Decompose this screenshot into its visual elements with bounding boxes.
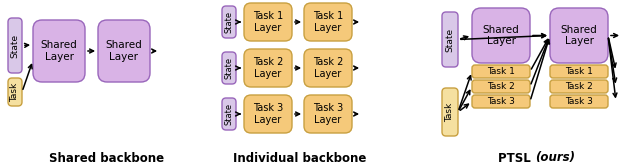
FancyBboxPatch shape: [550, 80, 608, 93]
FancyBboxPatch shape: [550, 8, 608, 63]
FancyBboxPatch shape: [472, 95, 530, 108]
Text: State: State: [225, 57, 234, 79]
Text: Task 1: Task 1: [565, 67, 593, 76]
FancyBboxPatch shape: [33, 20, 85, 82]
FancyBboxPatch shape: [244, 49, 292, 87]
Text: State: State: [225, 103, 234, 125]
FancyBboxPatch shape: [472, 8, 530, 63]
Text: Shared backbone: Shared backbone: [49, 152, 164, 164]
Text: Task 1
Layer: Task 1 Layer: [313, 11, 343, 33]
FancyBboxPatch shape: [550, 95, 608, 108]
FancyBboxPatch shape: [550, 65, 608, 78]
Text: Task 3
Layer: Task 3 Layer: [313, 103, 343, 125]
FancyBboxPatch shape: [244, 95, 292, 133]
Text: Individual backbone: Individual backbone: [234, 152, 367, 164]
Text: State: State: [10, 33, 19, 58]
Text: (ours): (ours): [535, 152, 575, 164]
Text: Task 3: Task 3: [487, 97, 515, 106]
Text: Shared
Layer: Shared Layer: [106, 40, 142, 62]
FancyBboxPatch shape: [222, 52, 236, 84]
FancyBboxPatch shape: [244, 3, 292, 41]
FancyBboxPatch shape: [472, 65, 530, 78]
Text: Shared
Layer: Shared Layer: [40, 40, 77, 62]
FancyBboxPatch shape: [98, 20, 150, 82]
Text: Shared
Layer: Shared Layer: [561, 25, 597, 46]
FancyBboxPatch shape: [442, 88, 458, 136]
FancyBboxPatch shape: [304, 3, 352, 41]
Text: State: State: [445, 27, 454, 52]
FancyBboxPatch shape: [304, 95, 352, 133]
FancyBboxPatch shape: [222, 98, 236, 130]
FancyBboxPatch shape: [8, 78, 22, 106]
FancyBboxPatch shape: [222, 6, 236, 38]
FancyBboxPatch shape: [304, 49, 352, 87]
Text: State: State: [225, 11, 234, 33]
Text: Shared
Layer: Shared Layer: [483, 25, 520, 46]
FancyBboxPatch shape: [472, 80, 530, 93]
FancyBboxPatch shape: [442, 12, 458, 67]
Text: Task 3
Layer: Task 3 Layer: [253, 103, 283, 125]
Text: Task 2
Layer: Task 2 Layer: [313, 57, 343, 79]
Text: Task 2
Layer: Task 2 Layer: [253, 57, 283, 79]
Text: Task: Task: [445, 102, 454, 122]
Text: Task: Task: [10, 82, 19, 102]
Text: Task 3: Task 3: [565, 97, 593, 106]
FancyBboxPatch shape: [8, 18, 22, 73]
Text: Task 2: Task 2: [487, 82, 515, 91]
Text: Task 2: Task 2: [565, 82, 593, 91]
Text: PTSL: PTSL: [498, 152, 535, 164]
Text: Task 1
Layer: Task 1 Layer: [253, 11, 283, 33]
Text: Task 1: Task 1: [487, 67, 515, 76]
